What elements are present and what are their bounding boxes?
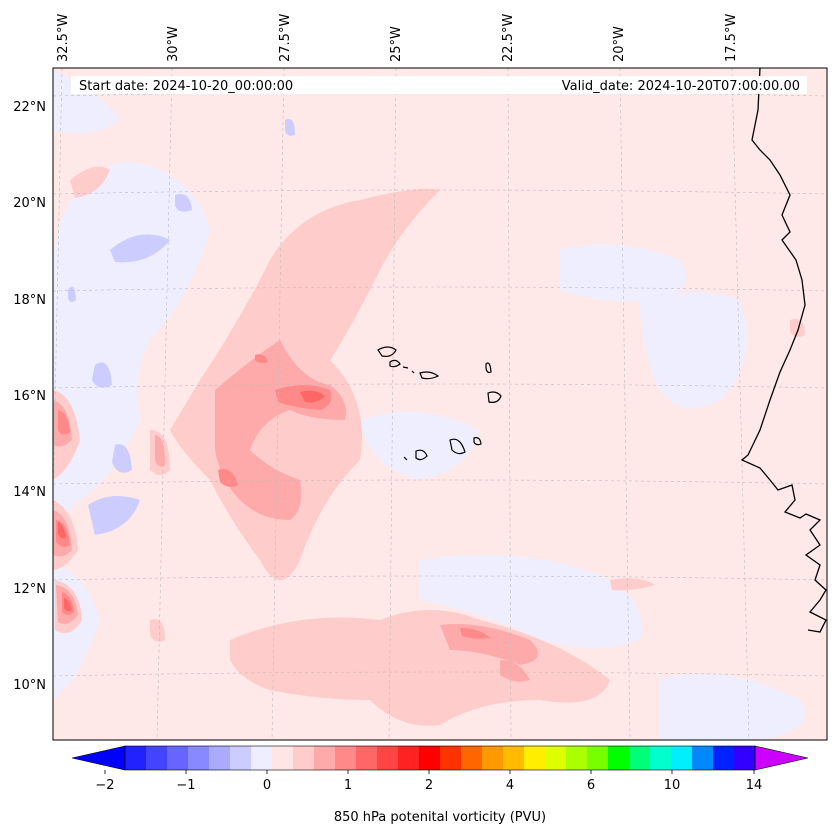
lon-label: 27.5°W [278,14,293,62]
colorbar-cell [356,746,378,770]
colorbar-tick-label: 4 [506,778,514,793]
colorbar-ticks: −2 −1 0 1 2 4 6 10 14 [95,770,762,793]
colorbar-cell [230,746,252,770]
lat-label: 22°N [13,100,46,115]
colorbar-tick-label: −1 [176,778,195,793]
colorbar-cell [566,746,588,770]
valid-date-label: Valid_date: 2024-10-20T07:00:00.00 [562,79,800,94]
colorbar-tick-label: 2 [425,778,433,793]
colorbar-tick-label: 6 [587,778,595,793]
colorbar: −2 −1 0 1 2 4 6 10 14 [71,745,809,793]
colorbar-cell [335,746,357,770]
lon-label: 25°W [389,26,404,62]
colorbar-tick-label: 1 [344,778,352,793]
map-frame [52,67,828,741]
colorbar-cell [524,746,546,770]
colorbar-cell [440,746,462,770]
colorbar-cell [167,746,189,770]
lat-label: 18°N [13,293,46,308]
colorbar-cell [377,746,399,770]
colorbar-cell [314,746,336,770]
lon-label: 22.5°W [501,14,516,62]
colorbar-cell [398,746,420,770]
colorbar-cell [146,746,168,770]
colorbar-cell [482,746,504,770]
colorbar-cell [272,746,294,770]
colorbar-cell [251,746,273,770]
colorbar-cell [188,746,210,770]
cape-verde-islands [377,346,502,461]
colorbar-cell [461,746,483,770]
lat-label: 20°N [13,196,46,211]
lat-label: 10°N [13,678,46,693]
lat-label: 16°N [13,389,46,404]
colorbar-cell [419,746,441,770]
colorbar-tick-label: 0 [263,778,271,793]
colorbar-frame [124,745,756,771]
colorbar-cell [125,746,147,770]
colorbar-cell [293,746,315,770]
colorbar-cell [734,746,756,770]
africa-coast [740,68,827,633]
negative-pv-regions [53,70,805,740]
latitude-labels: 22°N 20°N 18°N 16°N 14°N 12°N 10°N [13,100,46,693]
map-panel [53,68,827,740]
start-date-label: Start date: 2024-10-20_00:00:00 [79,79,293,94]
coastline [740,68,827,633]
peak-positive-pv-cores [58,390,325,612]
colorbar-tick-label: 14 [746,778,763,793]
longitude-labels: 32.5°W 30°W 27.5°W 25°W 22.5°W 20°W 17.5… [56,14,739,62]
colorbar-cell [629,746,651,770]
colorbar-cell [503,746,525,770]
lon-label: 30°W [166,26,181,62]
colorbar-cell [713,746,735,770]
colorbar-cell [587,746,609,770]
colorbar-title: 850 hPa potenital vorticity (PVU) [334,810,546,825]
colorbar-cell [671,746,693,770]
lon-label: 32.5°W [56,14,71,62]
colorbar-tick-label: −2 [95,778,114,793]
lon-label: 20°W [612,26,627,62]
colorbar-cell [608,746,630,770]
colorbar-cell [692,746,714,770]
lat-label: 12°N [13,582,46,597]
lat-label: 14°N [13,485,46,500]
colorbar-cell [209,746,231,770]
graticule [53,68,827,740]
colorbar-extend-min [71,745,126,771]
lon-label: 17.5°W [724,14,739,62]
colorbar-tick-label: 10 [664,778,681,793]
colorbar-extend-max [754,745,809,771]
colorbar-cells [125,746,756,770]
date-banner [71,76,807,94]
colorbar-cell [545,746,567,770]
colorbar-cell [650,746,672,770]
